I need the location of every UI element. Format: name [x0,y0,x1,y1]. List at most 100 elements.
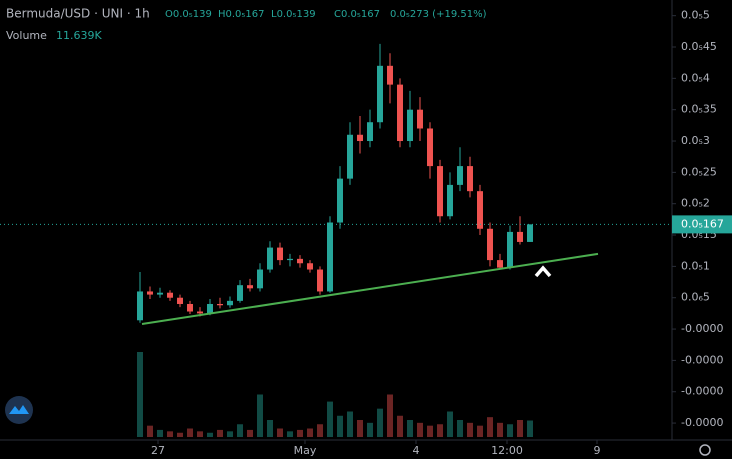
volume-bar [207,432,213,437]
candle-body [487,228,493,261]
y-tick-label: 0.0₅3 [681,134,710,147]
volume-bar [257,394,263,437]
volume-bar [287,431,293,437]
x-tick-label: 4 [413,444,420,457]
candle-body [247,285,253,289]
ohlc-high: H0.0₅167 [218,9,265,20]
ohlc-open: O0.0₅139 [165,9,212,20]
candle-body [357,134,363,142]
marker [534,265,552,278]
volume-bar [527,420,533,437]
candle-body [237,285,243,301]
volume-bar [167,431,173,437]
candle-body [137,291,143,321]
change: 0.0₅273 (+19.51%) [390,9,487,20]
candle-body [497,260,503,268]
volume-bar [277,428,283,437]
candle-body [427,128,433,167]
volume-bar [487,417,493,437]
volume-bar [147,425,153,437]
volume-bar [437,424,443,437]
y-tick-label: -0.0000 [681,416,723,429]
candle-body [197,311,203,314]
candle-body [317,269,323,292]
volume-bar [447,411,453,437]
volume-bar [367,422,373,437]
candle-body [267,247,273,270]
candle-body [457,166,463,185]
candle-body [507,231,513,268]
x-tick-label: 9 [594,444,601,457]
candle-body [157,292,163,295]
last-price-label: 0.0₅167 [681,217,724,230]
logo-mark [9,405,29,414]
volume-bar [217,429,223,437]
y-tick-label: 0.0₅2 [681,197,710,210]
candle-body [177,297,183,304]
candle-body [287,258,293,261]
volume-bar [517,420,523,437]
candle-body [397,84,403,142]
ohlc-close: C0.0₅167 [334,9,380,20]
volume-bar [307,428,313,437]
candle-body [187,303,193,312]
volume-bar [377,408,383,437]
candle-body [437,166,443,217]
candle-body [417,109,423,129]
candle-body [477,191,483,229]
volume-bar [157,429,163,437]
volume-bar [357,420,363,437]
volume-bar [407,420,413,437]
candle-body [167,292,173,298]
volume-value: 11.639K [56,29,102,42]
x-tick-label: 27 [151,444,165,457]
y-tick-label: 0.0₅25 [681,165,717,178]
candle-body [207,303,213,314]
volume-bar [297,429,303,437]
ohlc-low: L0.0₅139 [271,9,316,20]
volume-bar [237,424,243,437]
y-tick-label: -0.0000 [681,322,723,335]
candle-body [527,224,533,242]
y-tick-label: 0.0₅1 [681,259,710,272]
candle-body [387,65,393,85]
candle-body [517,231,523,242]
volume-bar [337,415,343,437]
x-tick-label: May [294,444,317,457]
candle-body [467,166,473,192]
candle-body [407,109,413,142]
volume-bar [427,425,433,437]
y-tick-label: 0.0₅4 [681,71,710,84]
volume-bar [197,431,203,437]
y-tick-label: 0.0₆5 [681,291,710,304]
volume-bar [177,432,183,437]
candle-body [447,184,453,217]
candle-body [227,300,233,306]
candle-body [377,65,383,123]
volume-bar [347,411,353,437]
trendline [141,252,599,326]
volume-bar [137,352,143,437]
volume-bar [417,422,423,437]
x-tick-label: 12:00 [491,444,523,457]
volume-title: Volume [6,29,47,42]
volume-bar [227,431,233,437]
logo[interactable] [5,396,33,424]
volume-bar [387,394,393,437]
volume-bar [477,425,483,437]
volume-bar [497,422,503,437]
candle-body [327,222,333,292]
volume-bar [457,420,463,437]
settings[interactable] [699,444,711,456]
y-tick-label: 0.0₅5 [681,9,710,22]
candle-body [367,122,373,142]
volume-bar [247,429,253,437]
y-tick-label: 0.0₅45 [681,40,717,53]
candle-body [217,303,223,306]
volume-bar [317,424,323,437]
last-price-box [672,215,732,234]
y-tick-label: 0.0₅35 [681,103,717,116]
volume-bar [327,401,333,437]
volume-bar [397,415,403,437]
